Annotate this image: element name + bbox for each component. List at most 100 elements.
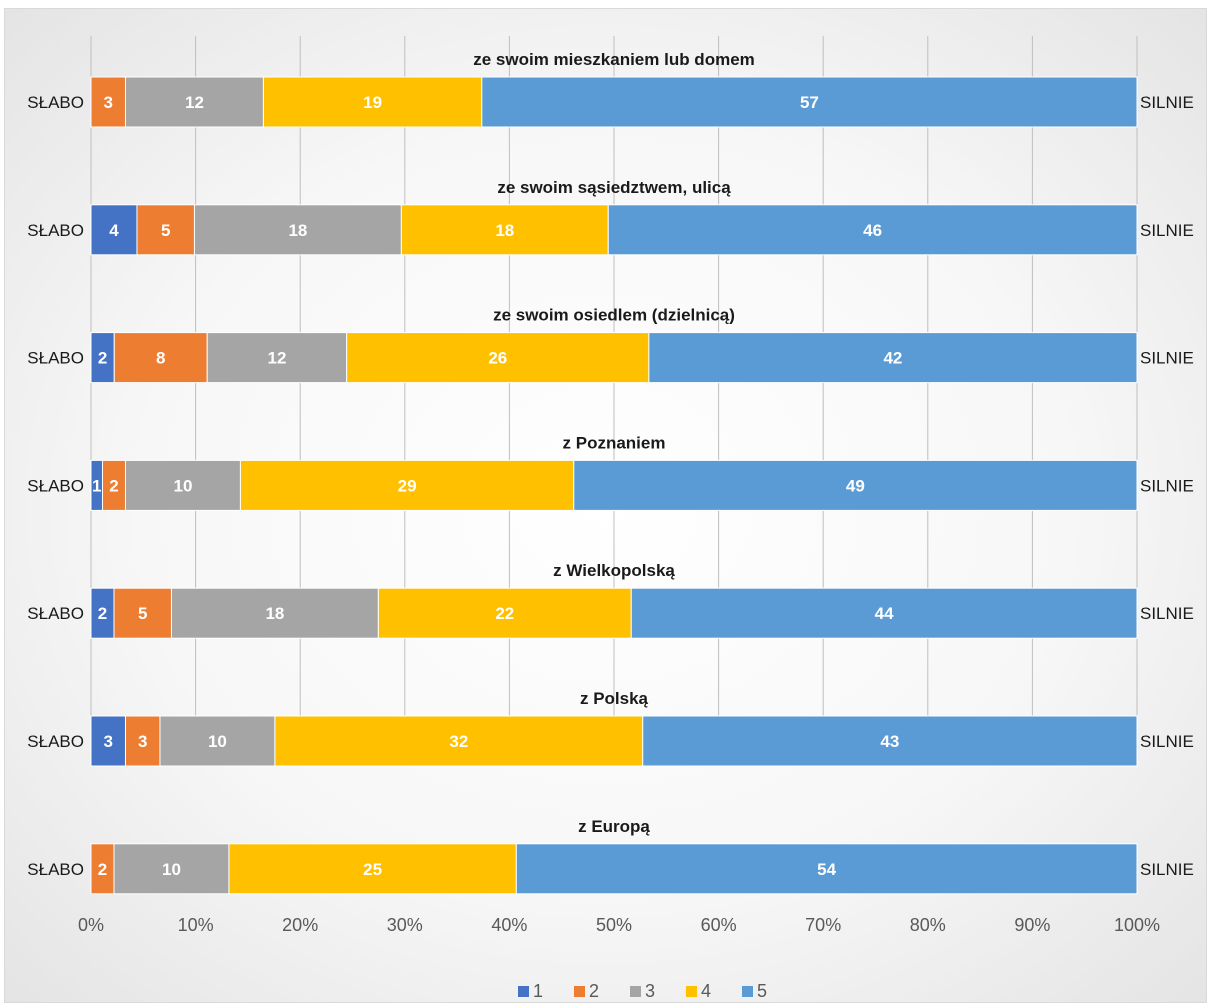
left-end-label: SŁABO <box>27 604 84 623</box>
left-end-label: SŁABO <box>27 476 84 495</box>
bar-segment <box>648 332 1138 384</box>
data-label: 2 <box>98 349 107 368</box>
data-label: 42 <box>883 349 902 368</box>
data-label: 49 <box>846 476 865 495</box>
bar-segment <box>377 587 632 639</box>
right-end-label: SILNIE <box>1140 221 1194 240</box>
data-label: 12 <box>267 349 286 368</box>
legend-label: 2 <box>589 981 599 1001</box>
legend-label: 1 <box>533 981 543 1001</box>
bar-segment <box>228 843 517 895</box>
data-label: 44 <box>875 604 894 623</box>
bar-segment <box>206 332 348 384</box>
data-label: 5 <box>161 221 170 240</box>
legend-label: 5 <box>757 981 767 1001</box>
bar-segment <box>346 332 650 384</box>
category-title: ze swoim osiedlem (dzielnicą) <box>493 306 735 325</box>
right-end-label: SILNIE <box>1140 93 1194 112</box>
data-label: 2 <box>98 604 107 623</box>
data-label: 18 <box>265 604 284 623</box>
bar-segment <box>90 76 126 128</box>
bar-segment <box>573 459 1138 511</box>
bar-segment <box>642 715 1138 767</box>
data-label: 54 <box>817 860 836 879</box>
x-tick-label: 40% <box>491 915 527 935</box>
left-end-label: SŁABO <box>27 221 84 240</box>
bar-segment <box>607 204 1138 256</box>
legend-swatch <box>630 986 641 997</box>
bar-segment <box>124 459 241 511</box>
data-label: 46 <box>863 221 882 240</box>
data-label: 4 <box>109 221 119 240</box>
x-tick-label: 0% <box>78 915 104 935</box>
data-label: 10 <box>173 476 192 495</box>
right-end-label: SILNIE <box>1140 860 1194 879</box>
data-label: 8 <box>156 349 165 368</box>
bar-segment <box>113 587 172 639</box>
right-end-label: SILNIE <box>1140 349 1194 368</box>
bar-segment <box>124 715 161 767</box>
data-label: 57 <box>800 93 819 112</box>
bar-segment <box>630 587 1138 639</box>
data-label: 5 <box>138 604 147 623</box>
bar-segment <box>239 459 575 511</box>
legend-swatch <box>686 986 697 997</box>
x-tick-label: 80% <box>910 915 946 935</box>
data-label: 26 <box>488 349 507 368</box>
data-label: 3 <box>104 732 113 751</box>
x-tick-label: 90% <box>1014 915 1050 935</box>
bar-segment <box>515 843 1138 895</box>
data-label: 22 <box>495 604 514 623</box>
x-tick-label: 10% <box>178 915 214 935</box>
data-label: 10 <box>208 732 227 751</box>
category-title: z Polską <box>580 689 649 708</box>
x-tick-label: 20% <box>282 915 318 935</box>
bar-segment <box>262 76 483 128</box>
left-end-label: SŁABO <box>27 860 84 879</box>
bar-segment <box>113 332 208 384</box>
category-title: z Wielkopolską <box>553 561 675 580</box>
data-label: 18 <box>288 221 307 240</box>
legend-swatch <box>574 986 585 997</box>
category-title: z Poznaniem <box>563 433 666 452</box>
data-label: 19 <box>363 93 382 112</box>
data-label: 10 <box>162 860 181 879</box>
bar-segment <box>481 76 1138 128</box>
bar-segment <box>90 204 138 256</box>
data-label: 2 <box>98 860 107 879</box>
data-label: 3 <box>138 732 147 751</box>
left-end-label: SŁABO <box>27 349 84 368</box>
data-label: 1 <box>92 476 101 495</box>
left-end-label: SŁABO <box>27 732 84 751</box>
category-title: z Europą <box>578 817 650 836</box>
legend-swatch <box>518 986 529 997</box>
right-end-label: SILNIE <box>1140 476 1194 495</box>
left-end-label: SŁABO <box>27 93 84 112</box>
data-label: 2 <box>109 476 118 495</box>
data-label: 25 <box>363 860 382 879</box>
legend-swatch <box>742 986 753 997</box>
bar-segment <box>124 76 264 128</box>
data-label: 18 <box>495 221 514 240</box>
data-label: 12 <box>185 93 204 112</box>
data-label: 29 <box>398 476 417 495</box>
data-label: 32 <box>449 732 468 751</box>
x-tick-label: 100% <box>1114 915 1160 935</box>
x-tick-label: 60% <box>701 915 737 935</box>
right-end-label: SILNIE <box>1140 732 1194 751</box>
right-end-label: SILNIE <box>1140 604 1194 623</box>
legend-label: 3 <box>645 981 655 1001</box>
category-title: ze swoim sąsiedztwem, ulicą <box>497 178 731 197</box>
bar-segment <box>159 715 276 767</box>
x-tick-label: 50% <box>596 915 632 935</box>
x-tick-label: 30% <box>387 915 423 935</box>
category-title: ze swoim mieszkaniem lub domem <box>473 50 755 69</box>
data-label: 43 <box>880 732 899 751</box>
x-tick-label: 70% <box>805 915 841 935</box>
bar-segment <box>90 715 126 767</box>
bar-segment <box>136 204 195 256</box>
data-label: 3 <box>104 93 113 112</box>
bar-segment <box>400 204 609 256</box>
legend-label: 4 <box>701 981 711 1001</box>
